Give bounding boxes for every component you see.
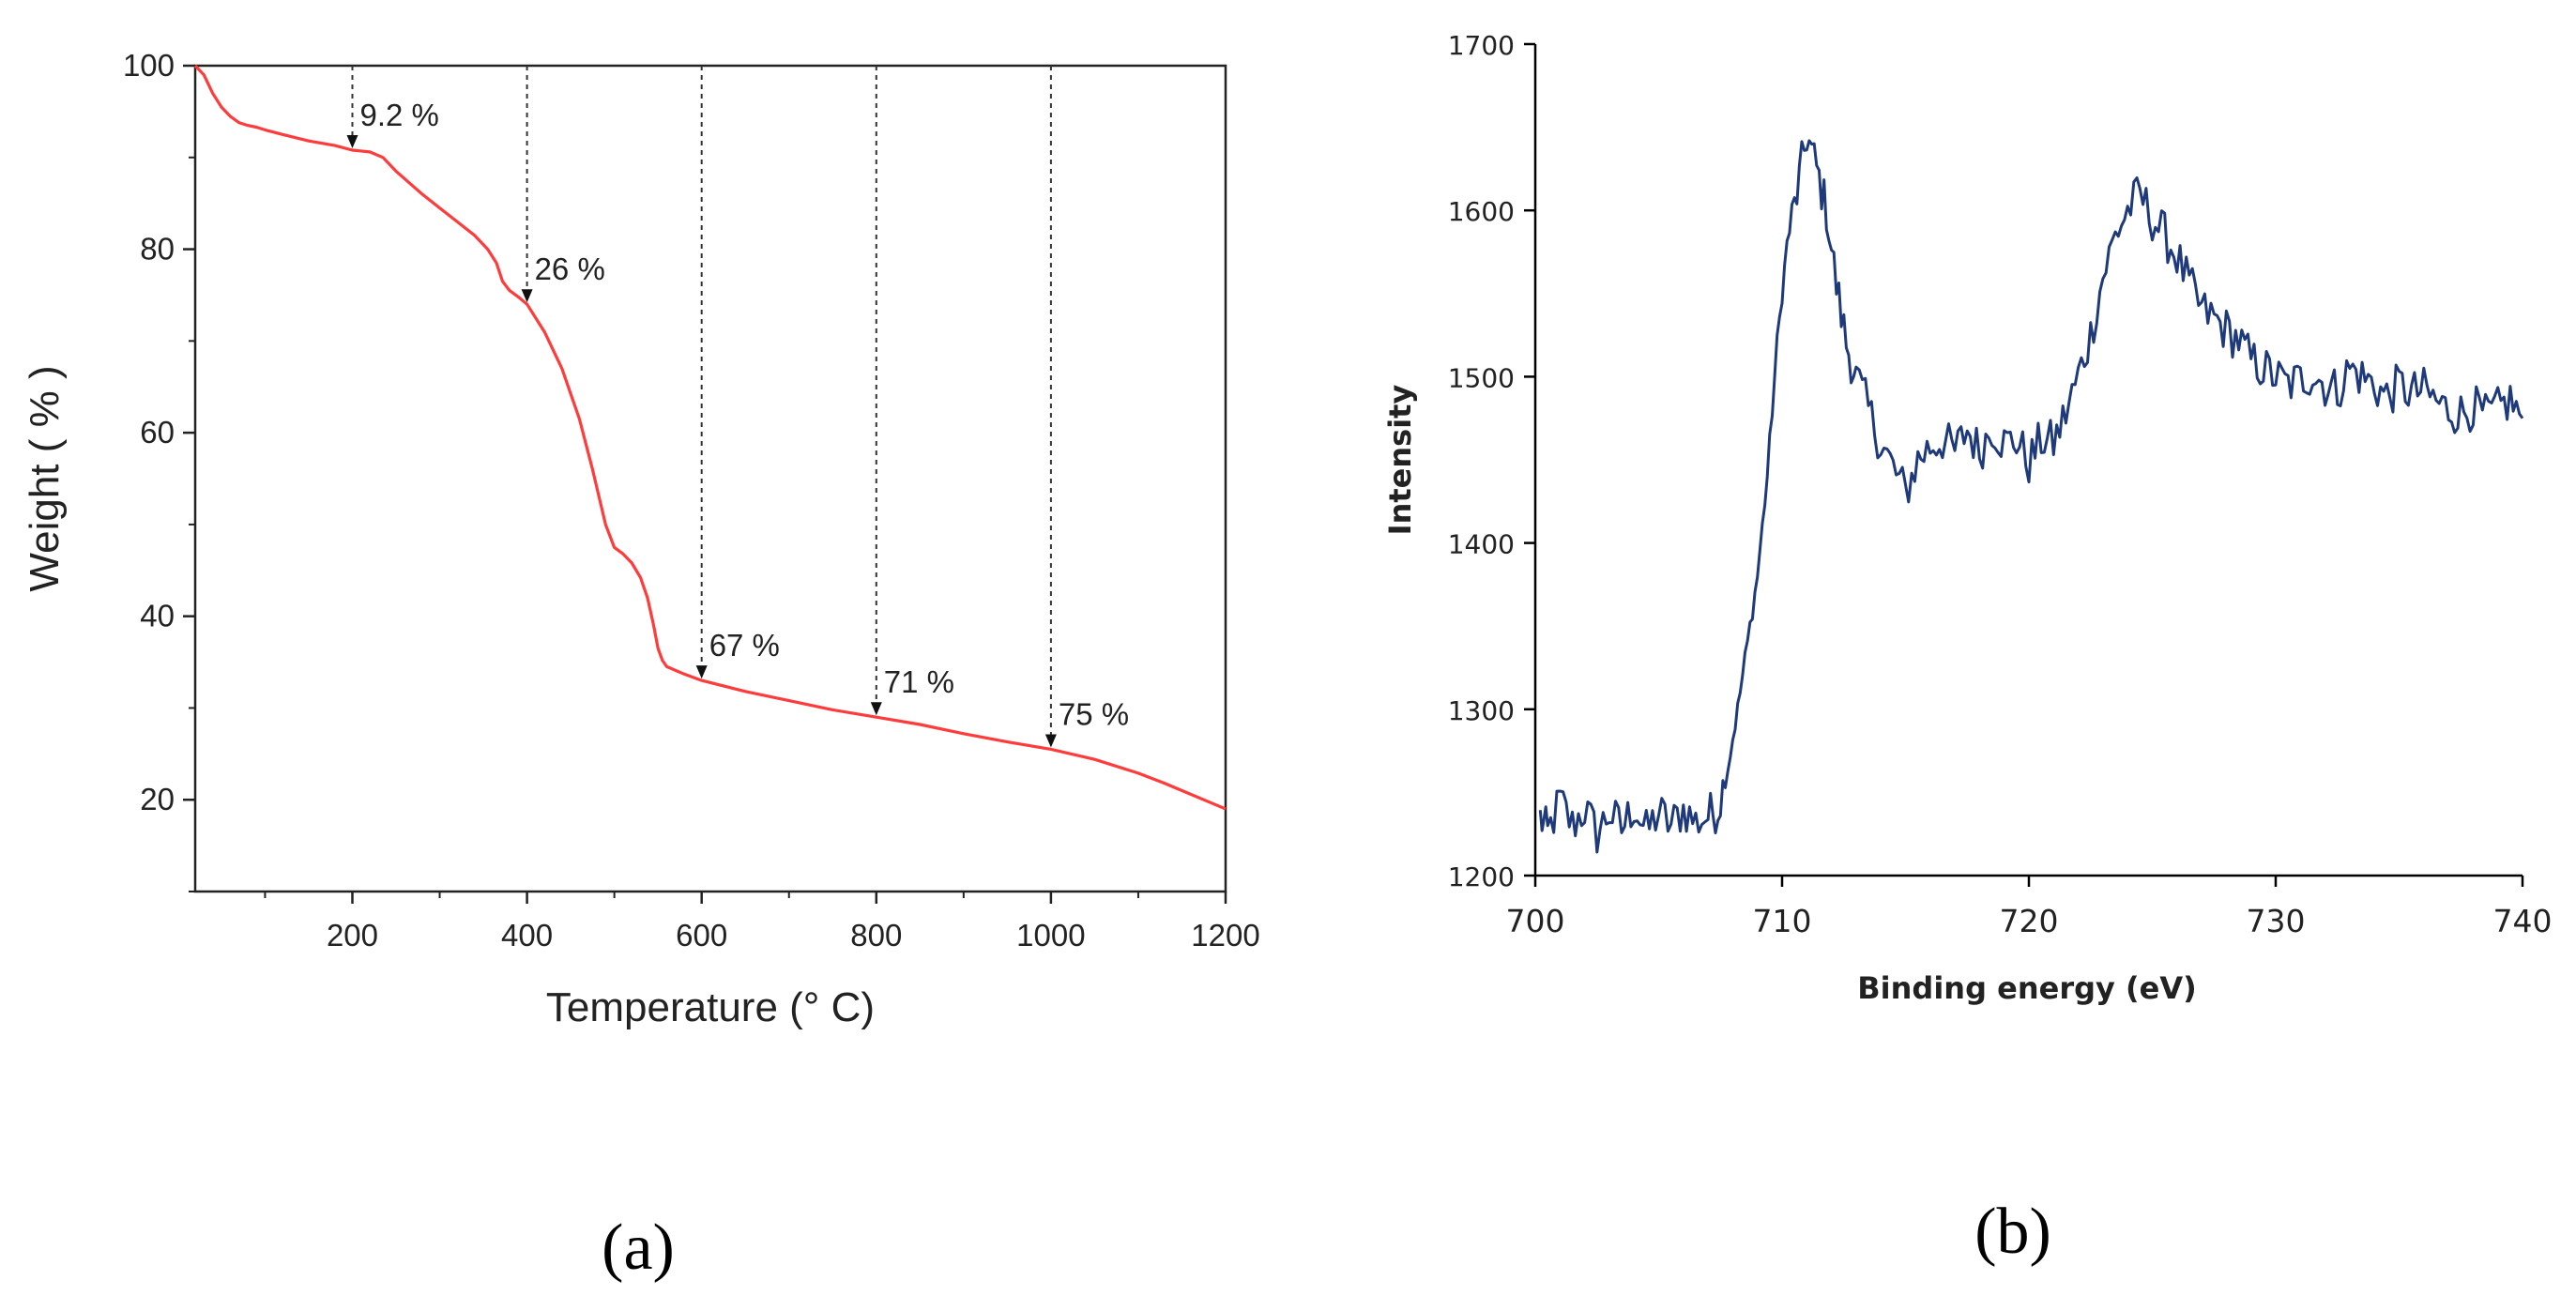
tga-x-tick-label: 600 (676, 918, 727, 953)
tga-x-tick-label: 200 (327, 918, 378, 953)
panel-b-caption: (b) (1974, 1196, 2051, 1268)
xps-y-tick-label: 1400 (1448, 529, 1515, 560)
tga-annotation-arrow (346, 134, 358, 148)
tga-y-axis-label: Weight ( % ) (22, 365, 68, 591)
tga-x-tick-label: 1200 (1191, 918, 1259, 953)
tga-y-tick-label: 60 (140, 415, 175, 450)
tga-series-line (193, 64, 1227, 811)
xps-x-tick-label: 720 (2000, 903, 2059, 939)
xps-x-tick-label: 740 (2493, 903, 2553, 939)
tga-annotation-label: 71 % (884, 664, 954, 699)
xps-y-tick-label: 1300 (1448, 695, 1515, 726)
tga-annotation-arrow (1044, 734, 1057, 748)
xps-x-tick-label: 700 (1506, 903, 1565, 939)
tga-annotation-arrow (695, 665, 708, 679)
tga-annotation-label: 26 % (535, 252, 605, 286)
tga-x-axis-label: Temperature (° C) (546, 984, 875, 1030)
tga-y-tick-label: 20 (140, 782, 175, 816)
tga-chart: 200 400 600 800 1000 1200 20 40 60 80 100 9.2 % 26 … (22, 48, 1260, 1284)
xps-x-axis-label: Binding energy (eV) (1857, 970, 2196, 1006)
tga-y-tick-label: 80 (140, 232, 175, 267)
xps-chart: 700 710 720 730 740120013001400150016001700 … (1382, 30, 2553, 1268)
tga-plot-frame (193, 64, 1227, 893)
xps-series-line (1538, 139, 2524, 854)
tga-y-tick-label: 100 (123, 48, 175, 83)
xps-x-tick-label: 710 (1753, 903, 1812, 939)
tga-annotation-arrow (521, 289, 533, 303)
tga-annotations: 9.2 % 26 % 67 % 71 % 75 % (346, 66, 1129, 748)
xps-y-tick-label: 1600 (1448, 196, 1515, 227)
tga-annotation-arrow (870, 702, 882, 716)
panel-a-caption: (a) (602, 1212, 675, 1284)
tga-x-tick-label: 400 (501, 918, 553, 953)
xps-y-tick-label: 1700 (1448, 30, 1515, 61)
xps-ticks: 700 710 720 730 740 1200 1300 1400 1500 1600 1700 (1448, 30, 2553, 939)
xps-y-tick-label: 1500 (1448, 362, 1515, 393)
tga-annotation-label: 9.2 % (359, 98, 438, 132)
xps-y-axis-label: Intensity (1382, 385, 1418, 536)
xps-y-tick-label: 1200 (1448, 861, 1515, 892)
tga-x-tick-label: 1000 (1016, 918, 1085, 953)
tga-y-tick-label: 40 (140, 599, 175, 633)
xps-x-tick-label: 730 (2247, 903, 2306, 939)
tga-x-tick-label: 800 (850, 918, 902, 953)
tga-annotation-label: 75 % (1059, 696, 1129, 731)
tga-ticks: 200 400 600 800 1000 1200 20 40 60 80 100 (123, 48, 1260, 953)
tga-annotation-label: 67 % (709, 628, 780, 663)
